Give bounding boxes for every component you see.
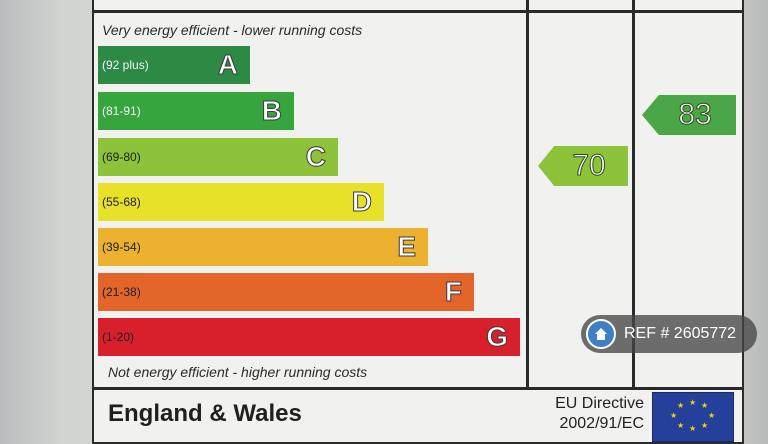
band-g: (1-20) G [98, 318, 520, 356]
band-g-letter: G [486, 321, 509, 353]
energy-rating-chart: Very energy efficient - lower running co… [92, 0, 744, 444]
band-b: (81-91) B [98, 92, 294, 130]
band-c: (69-80) C [98, 138, 338, 176]
band-e-range: (39-54) [102, 240, 141, 254]
band-f-letter: F [444, 276, 462, 308]
bottom-note: Not energy efficient - higher running co… [108, 364, 368, 380]
band-a-range: (92 plus) [102, 58, 149, 72]
eu-directive: EU Directive 2002/91/EC [524, 394, 644, 434]
potential-rating-arrow: 83 [642, 95, 736, 135]
band-a: (92 plus) A [98, 46, 250, 84]
band-e-letter: E [397, 231, 417, 263]
column-divider-1 [526, 0, 529, 390]
ref-badge[interactable]: REF # 2605772 [581, 315, 757, 353]
band-a-letter: A [217, 49, 238, 81]
band-d: (55-68) D [98, 183, 384, 221]
eu-flag-icon: ★ ★ ★ ★ ★ ★ ★ ★ [652, 392, 734, 442]
band-b-letter: B [261, 95, 282, 127]
band-f-range: (21-38) [102, 285, 141, 299]
footer-divider [94, 387, 742, 390]
directive-line2: 2002/91/EC [559, 415, 644, 432]
band-c-letter: C [305, 141, 326, 173]
ref-text: REF # 2605772 [624, 325, 737, 342]
band-d-range: (55-68) [102, 195, 141, 209]
band-e: (39-54) E [98, 228, 428, 266]
current-rating-arrow: 70 [538, 146, 628, 186]
band-g-range: (1-20) [102, 330, 135, 344]
top-border [94, 10, 742, 13]
region-label: England & Wales [108, 400, 302, 427]
band-d-letter: D [351, 186, 372, 218]
band-c-range: (69-80) [102, 150, 141, 164]
home-icon [586, 319, 616, 349]
band-b-range: (81-91) [102, 104, 141, 118]
top-note: Very energy efficient - lower running co… [102, 22, 363, 38]
band-f: (21-38) F [98, 273, 474, 311]
column-divider-2 [632, 0, 635, 390]
directive-line1: EU Directive [555, 395, 644, 412]
